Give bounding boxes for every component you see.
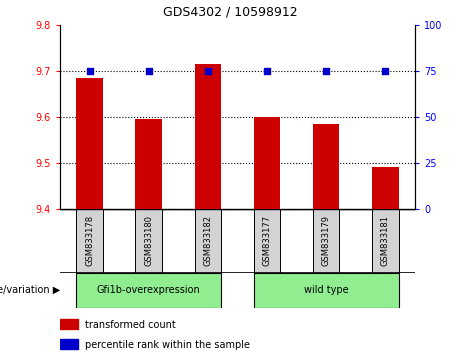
Point <box>145 68 152 74</box>
Bar <box>254 209 280 273</box>
Text: Gfi1b-overexpression: Gfi1b-overexpression <box>97 285 201 295</box>
Bar <box>76 209 103 273</box>
Point <box>86 68 93 74</box>
Bar <box>195 64 221 209</box>
Text: GDS4302 / 10598912: GDS4302 / 10598912 <box>163 6 298 19</box>
Bar <box>195 209 221 273</box>
Point <box>204 68 212 74</box>
Text: genotype/variation ▶: genotype/variation ▶ <box>0 285 60 295</box>
Point <box>322 68 330 74</box>
Text: GSM833179: GSM833179 <box>322 215 331 266</box>
Bar <box>313 209 339 273</box>
Point <box>263 68 271 74</box>
Text: transformed count: transformed count <box>85 320 176 330</box>
Text: percentile rank within the sample: percentile rank within the sample <box>85 340 250 350</box>
Point <box>382 68 389 74</box>
Text: GSM833180: GSM833180 <box>144 215 153 266</box>
Bar <box>60 339 77 349</box>
Bar <box>136 119 162 209</box>
Bar <box>372 167 399 209</box>
Bar <box>254 117 280 209</box>
Text: GSM833177: GSM833177 <box>262 215 272 266</box>
Bar <box>136 209 162 273</box>
Bar <box>76 78 103 209</box>
Text: GSM833182: GSM833182 <box>203 215 213 266</box>
Bar <box>313 124 339 209</box>
Bar <box>372 209 399 273</box>
Bar <box>60 319 77 329</box>
Bar <box>76 273 221 308</box>
Bar <box>254 273 399 308</box>
Text: GSM833178: GSM833178 <box>85 215 94 266</box>
Text: wild type: wild type <box>304 285 349 295</box>
Text: GSM833181: GSM833181 <box>381 215 390 266</box>
